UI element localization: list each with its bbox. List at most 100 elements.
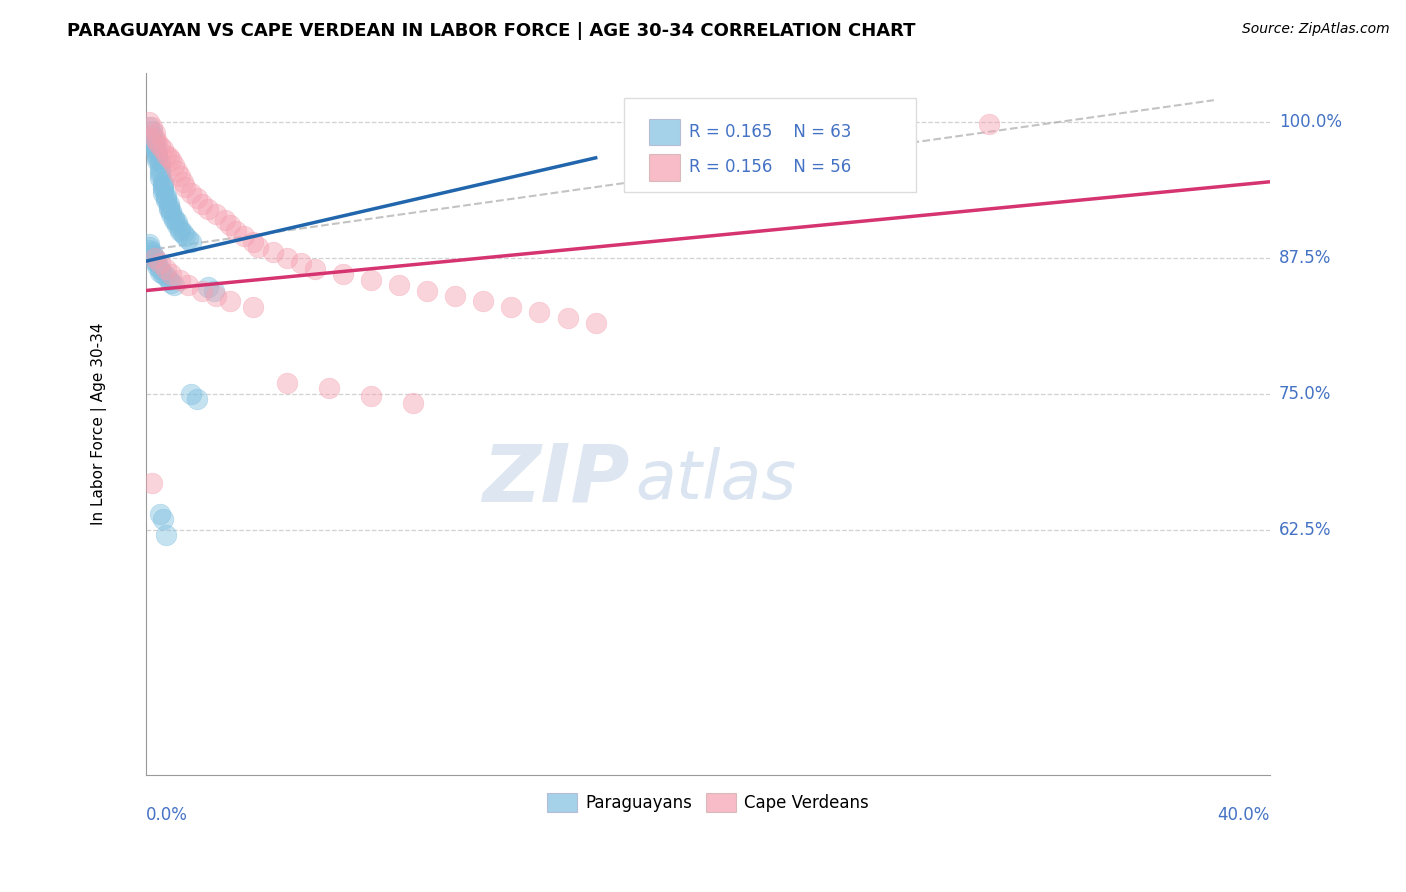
Point [242,300,264,314]
Point [143,135,166,149]
Point [160,204,183,219]
Point [318,381,340,395]
Point [304,261,326,276]
Point [172,175,194,189]
Point [214,212,236,227]
Point [197,202,219,216]
Point [160,207,183,221]
Point [138,120,160,135]
Point [180,235,202,249]
Point [472,294,495,309]
Point [149,164,172,178]
Point [977,117,1000,131]
Point [197,280,219,294]
Point [152,186,174,200]
Legend: Paraguayans, Cape Verdeans: Paraguayans, Cape Verdeans [540,786,876,819]
Point [155,189,177,203]
Point [143,142,166,156]
Point [360,273,382,287]
Point [174,229,197,244]
Point [169,273,191,287]
Point [163,211,186,225]
Point [152,267,174,281]
Point [143,251,166,265]
Point [160,276,183,290]
Point [149,261,172,276]
Point [169,224,191,238]
Point [143,126,166,140]
Point [205,207,228,221]
Point [219,219,242,233]
Point [180,387,202,401]
Point [155,193,177,207]
Text: 75.0%: 75.0% [1279,384,1331,403]
Point [557,310,579,325]
FancyBboxPatch shape [648,154,681,181]
Point [146,147,169,161]
Point [166,219,188,233]
Point [360,389,382,403]
Point [225,224,247,238]
Text: 100.0%: 100.0% [1279,113,1343,131]
Point [141,123,163,137]
Point [141,120,163,135]
Point [247,240,270,254]
Point [149,161,172,175]
Text: R = 0.165    N = 63: R = 0.165 N = 63 [689,123,852,141]
Text: 0.0%: 0.0% [146,806,188,824]
Text: atlas: atlas [636,447,796,513]
Point [180,186,202,200]
Point [152,178,174,192]
Point [262,245,284,260]
Point [157,273,180,287]
Point [149,156,172,170]
Point [444,289,467,303]
FancyBboxPatch shape [648,119,681,145]
Point [160,153,183,167]
Point [169,221,191,235]
Point [157,196,180,211]
Point [149,171,172,186]
Text: R = 0.156    N = 56: R = 0.156 N = 56 [689,159,851,177]
Point [169,169,191,184]
Point [177,232,200,246]
Point [149,507,172,521]
Point [152,142,174,156]
Point [149,256,172,270]
Point [186,392,208,407]
Point [141,245,163,260]
Text: Source: ZipAtlas.com: Source: ZipAtlas.com [1241,22,1389,37]
Point [138,244,160,258]
Point [138,115,160,129]
Point [166,164,188,178]
Point [146,145,169,160]
Point [149,167,172,181]
Point [155,147,177,161]
Point [157,202,180,216]
Point [416,284,439,298]
Point [172,226,194,240]
Point [157,150,180,164]
Point [155,261,177,276]
Point [233,229,256,244]
Point [149,139,172,153]
Point [186,191,208,205]
Point [146,135,169,149]
Point [143,131,166,145]
Point [242,235,264,249]
Point [205,289,228,303]
Point [202,284,225,298]
Text: PARAGUAYAN VS CAPE VERDEAN IN LABOR FORCE | AGE 30-34 CORRELATION CHART: PARAGUAYAN VS CAPE VERDEAN IN LABOR FORC… [67,22,915,40]
Point [143,139,166,153]
Text: In Labor Force | Age 30-34: In Labor Force | Age 30-34 [91,323,107,525]
Text: ZIP: ZIP [482,441,630,519]
Text: 40.0%: 40.0% [1218,806,1270,824]
Point [143,251,166,265]
Point [163,212,186,227]
Point [276,251,298,265]
Point [166,215,188,229]
Point [152,512,174,526]
Point [174,180,197,194]
Point [155,191,177,205]
Point [152,180,174,194]
